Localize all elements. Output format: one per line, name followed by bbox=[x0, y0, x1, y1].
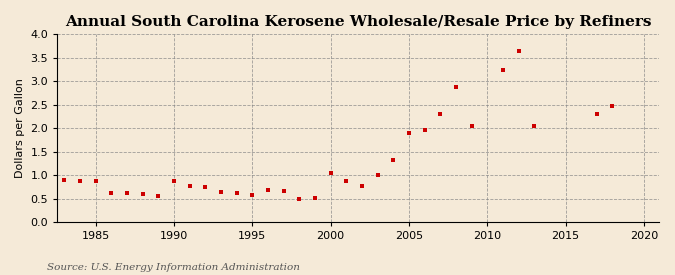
Text: Source: U.S. Energy Information Administration: Source: U.S. Energy Information Administ… bbox=[47, 263, 300, 272]
Point bbox=[497, 67, 508, 72]
Point bbox=[356, 183, 367, 188]
Point bbox=[450, 85, 461, 90]
Point bbox=[310, 196, 321, 200]
Point bbox=[200, 185, 211, 189]
Point bbox=[529, 124, 539, 128]
Point bbox=[419, 128, 430, 132]
Point bbox=[372, 173, 383, 178]
Point bbox=[169, 179, 180, 183]
Point bbox=[388, 158, 399, 163]
Point bbox=[325, 171, 336, 175]
Point bbox=[435, 112, 446, 117]
Point bbox=[404, 131, 414, 135]
Point bbox=[294, 197, 304, 201]
Point bbox=[215, 190, 226, 194]
Point bbox=[607, 104, 618, 108]
Point bbox=[153, 194, 164, 198]
Point bbox=[90, 179, 101, 183]
Point bbox=[278, 189, 289, 193]
Point bbox=[232, 191, 242, 196]
Point bbox=[184, 183, 195, 188]
Point bbox=[247, 193, 258, 197]
Point bbox=[75, 179, 86, 183]
Point bbox=[106, 191, 117, 196]
Point bbox=[591, 112, 602, 117]
Y-axis label: Dollars per Gallon: Dollars per Gallon bbox=[15, 78, 25, 178]
Point bbox=[466, 124, 477, 128]
Point bbox=[513, 49, 524, 53]
Point bbox=[122, 191, 132, 196]
Point bbox=[59, 178, 70, 182]
Point bbox=[137, 192, 148, 196]
Point bbox=[341, 179, 352, 183]
Title: Annual South Carolina Kerosene Wholesale/Resale Price by Refiners: Annual South Carolina Kerosene Wholesale… bbox=[65, 15, 651, 29]
Point bbox=[263, 187, 273, 192]
